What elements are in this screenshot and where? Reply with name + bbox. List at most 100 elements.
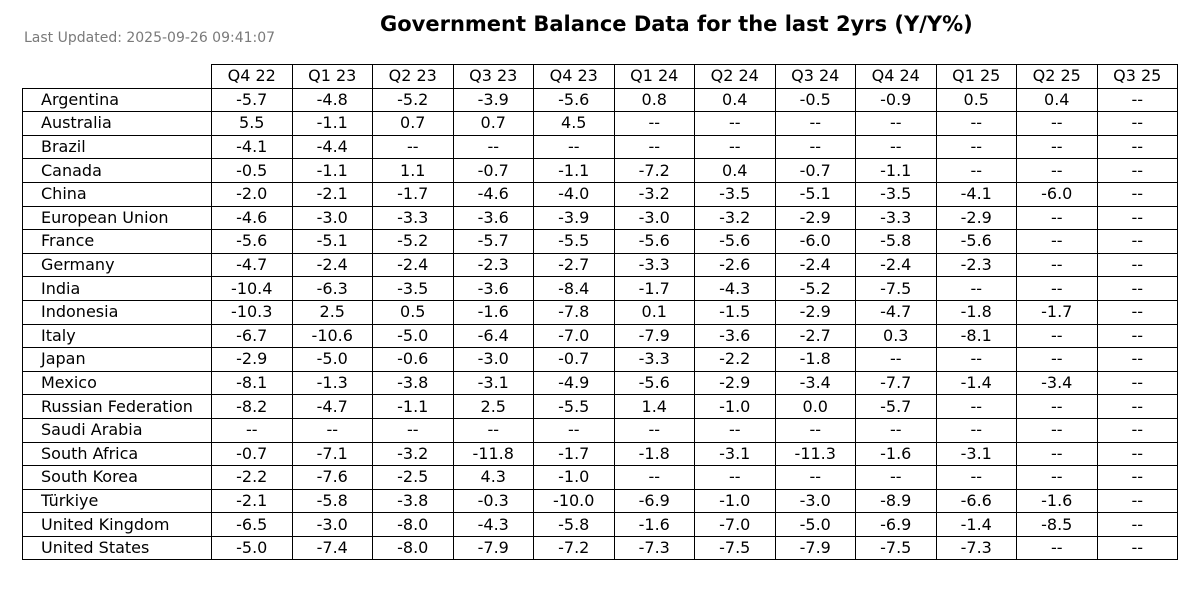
table-cell: --	[1096, 252, 1178, 278]
table-cell: --	[1096, 441, 1178, 467]
table-cell: --	[1096, 111, 1178, 136]
table-cell: --	[1096, 535, 1178, 561]
row-label: Indonesia	[22, 299, 212, 325]
column-header: Q1 25	[935, 64, 1017, 89]
table-cell: -7.2	[533, 535, 615, 561]
table-row: Italy -6.7 -10.6 -5.0 -6.4 -7.0 -7.9 -3.6 -2.7 0.…	[22, 323, 1178, 349]
column-header: Q3 25	[1096, 64, 1178, 89]
table-cell: --	[533, 134, 615, 160]
table-cell: -7.9	[613, 323, 695, 349]
column-header: Q4 23	[533, 64, 615, 89]
table-cell: -3.1	[452, 370, 534, 396]
table-cell: -3.1	[694, 441, 776, 467]
column-header: Q2 25	[1016, 64, 1098, 89]
table-cell: -7.3	[935, 535, 1017, 561]
row-label: South Korea	[22, 465, 212, 490]
table-cell: -3.9	[452, 87, 534, 113]
table-cell: -3.5	[855, 181, 937, 207]
table-cell: --	[1096, 134, 1178, 160]
table-cell: -3.3	[372, 205, 454, 231]
table-cell: -5.6	[211, 229, 293, 254]
table-cell: -10.6	[291, 323, 373, 349]
table-row: Japan -2.9 -5.0 -0.6 -3.0 -0.7 -3.3 -2.2 -1.8 -- -…	[22, 347, 1178, 372]
table-cell: -4.3	[452, 512, 534, 537]
last-updated-timestamp: Last Updated: 2025-09-26 09:41:07	[24, 30, 276, 46]
table-cell: --	[1016, 111, 1098, 136]
table-row: South Africa -0.7 -7.1 -3.2 -11.8 -1.7 -1.8 -3.…	[22, 441, 1178, 467]
table-cell: -3.0	[452, 347, 534, 372]
table-cell: 1.4	[613, 394, 695, 419]
table-cell: -10.0	[533, 488, 615, 514]
table-cell: --	[1016, 347, 1098, 372]
table-cell: --	[774, 111, 856, 136]
table-row: Indonesia -10.3 2.5 0.5 -1.6 -7.8 0.1 -1.5 -2.9-…	[22, 299, 1178, 325]
table-cell: -7.1	[291, 441, 373, 467]
table-cell: 0.8	[613, 87, 695, 113]
table-cell: -7.0	[533, 323, 615, 349]
table-cell: -1.8	[774, 347, 856, 372]
table-cell: --	[1096, 323, 1178, 349]
table-row: Türkiye -2.1 -5.8 -3.8 -0.3 -10.0 -6.9 -1.0 -3.0…	[22, 488, 1178, 514]
table-cell: -10.4	[211, 276, 293, 301]
government-balance-table: Q4 22 Q1 23 Q2 23 Q3 23 Q4 23 Q1 24 Q2 24 Q3 24…	[22, 64, 1178, 561]
row-label: India	[22, 276, 212, 301]
table-cell: -2.0	[211, 181, 293, 207]
table-cell: --	[1016, 252, 1098, 278]
row-label: South Africa	[22, 441, 212, 467]
table-cell: -4.1	[935, 181, 1017, 207]
table-cell: -0.6	[372, 347, 454, 372]
table-cell: -3.0	[291, 205, 373, 231]
table-cell: -1.7	[1016, 299, 1098, 325]
table-cell: -6.6	[935, 488, 1017, 514]
table-cell: --	[291, 417, 373, 443]
table-cell: -5.8	[855, 229, 937, 254]
column-header: Q1 23	[291, 64, 373, 89]
table-cell: --	[935, 465, 1017, 490]
table-cell: --	[774, 465, 856, 490]
table-cell: -3.5	[694, 181, 776, 207]
column-header: Q3 23	[452, 64, 534, 89]
table-cell: -1.7	[613, 276, 695, 301]
table-cell: -3.2	[694, 205, 776, 231]
table-cell: --	[1016, 323, 1098, 349]
table-cell: --	[1096, 347, 1178, 372]
table-cell: --	[1096, 87, 1178, 113]
table-cell: 1.1	[372, 158, 454, 183]
column-header: Q4 22	[211, 64, 293, 89]
table-cell: -10.3	[211, 299, 293, 325]
table-cell: -6.5	[211, 512, 293, 537]
table-cell: 0.5	[372, 299, 454, 325]
table-cell: -1.1	[291, 158, 373, 183]
table-row: Australia 5.5 -1.1 0.7 0.7 4.5 -- -- -- -- -- -- --	[22, 111, 1178, 136]
table-cell: -2.9	[211, 347, 293, 372]
row-label: Argentina	[22, 87, 212, 113]
table-title: Government Balance Data for the last 2yr…	[380, 12, 973, 36]
table-cell: --	[1096, 158, 1178, 183]
table-cell: -1.4	[935, 370, 1017, 396]
table-cell: --	[855, 134, 937, 160]
table-cell: -4.1	[211, 134, 293, 160]
table-cell: -3.3	[613, 347, 695, 372]
table-cell: --	[855, 347, 937, 372]
table-cell: -3.2	[372, 441, 454, 467]
table-cell: --	[613, 465, 695, 490]
table-cell: -4.6	[452, 181, 534, 207]
table-cell: -5.6	[935, 229, 1017, 254]
table-cell: -4.0	[533, 181, 615, 207]
table-cell: --	[1016, 441, 1098, 467]
table-cell: -3.3	[613, 252, 695, 278]
row-label: Russian Federation	[22, 394, 212, 419]
table-cell: -6.3	[291, 276, 373, 301]
table-cell: --	[1016, 158, 1098, 183]
table-cell: -2.9	[774, 299, 856, 325]
table-cell: --	[1096, 299, 1178, 325]
table-body: Argentina -5.7 -4.8 -5.2 -3.9 -5.6 0.8 0.4 -0.5-…	[22, 87, 1178, 561]
table-cell: -2.9	[694, 370, 776, 396]
table-cell: -4.9	[533, 370, 615, 396]
table-cell: -5.0	[774, 512, 856, 537]
table-cell: -8.1	[211, 370, 293, 396]
table-row: Russian Federation -8.2 -4.7 -1.1 2.5 -5.5 1.4…	[22, 394, 1178, 419]
table-cell: -6.9	[613, 488, 695, 514]
table-cell: -2.7	[774, 323, 856, 349]
table-cell: --	[452, 417, 534, 443]
